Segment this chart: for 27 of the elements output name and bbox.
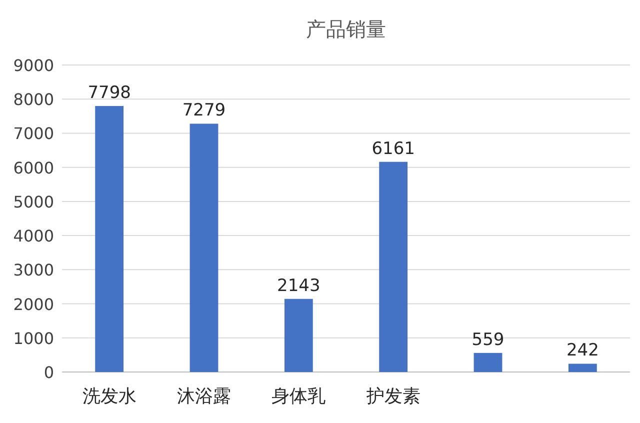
bar (379, 162, 408, 372)
bar (95, 106, 124, 372)
y-tick-label: 6000 (13, 158, 54, 178)
y-tick-label: 5000 (13, 192, 54, 212)
y-tick-label: 9000 (13, 56, 54, 75)
y-tick-label: 0 (44, 363, 54, 382)
y-tick-label: 2000 (13, 294, 54, 314)
y-tick-label: 4000 (13, 226, 54, 246)
x-tick-label: 洗发水 (82, 386, 136, 407)
data-label: 2143 (277, 276, 320, 296)
data-label: 242 (566, 340, 599, 361)
y-tick-label: 7000 (13, 124, 54, 144)
x-tick-label: 沐浴露 (177, 386, 231, 407)
x-tick-label: 身体乳 (272, 386, 326, 407)
y-tick-label: 8000 (13, 90, 54, 110)
data-label: 7798 (88, 83, 131, 103)
x-tick-label: 护发素 (365, 386, 420, 407)
y-tick-label: 1000 (13, 328, 54, 348)
data-label: 7279 (182, 100, 226, 121)
bar (190, 124, 218, 372)
bar (474, 352, 502, 372)
bar (568, 364, 597, 372)
bar (284, 298, 313, 372)
data-label: 6161 (372, 138, 415, 159)
chart-title: 产品销量 (306, 17, 386, 41)
data-label: 559 (472, 330, 504, 350)
y-tick-label: 3000 (13, 260, 54, 280)
